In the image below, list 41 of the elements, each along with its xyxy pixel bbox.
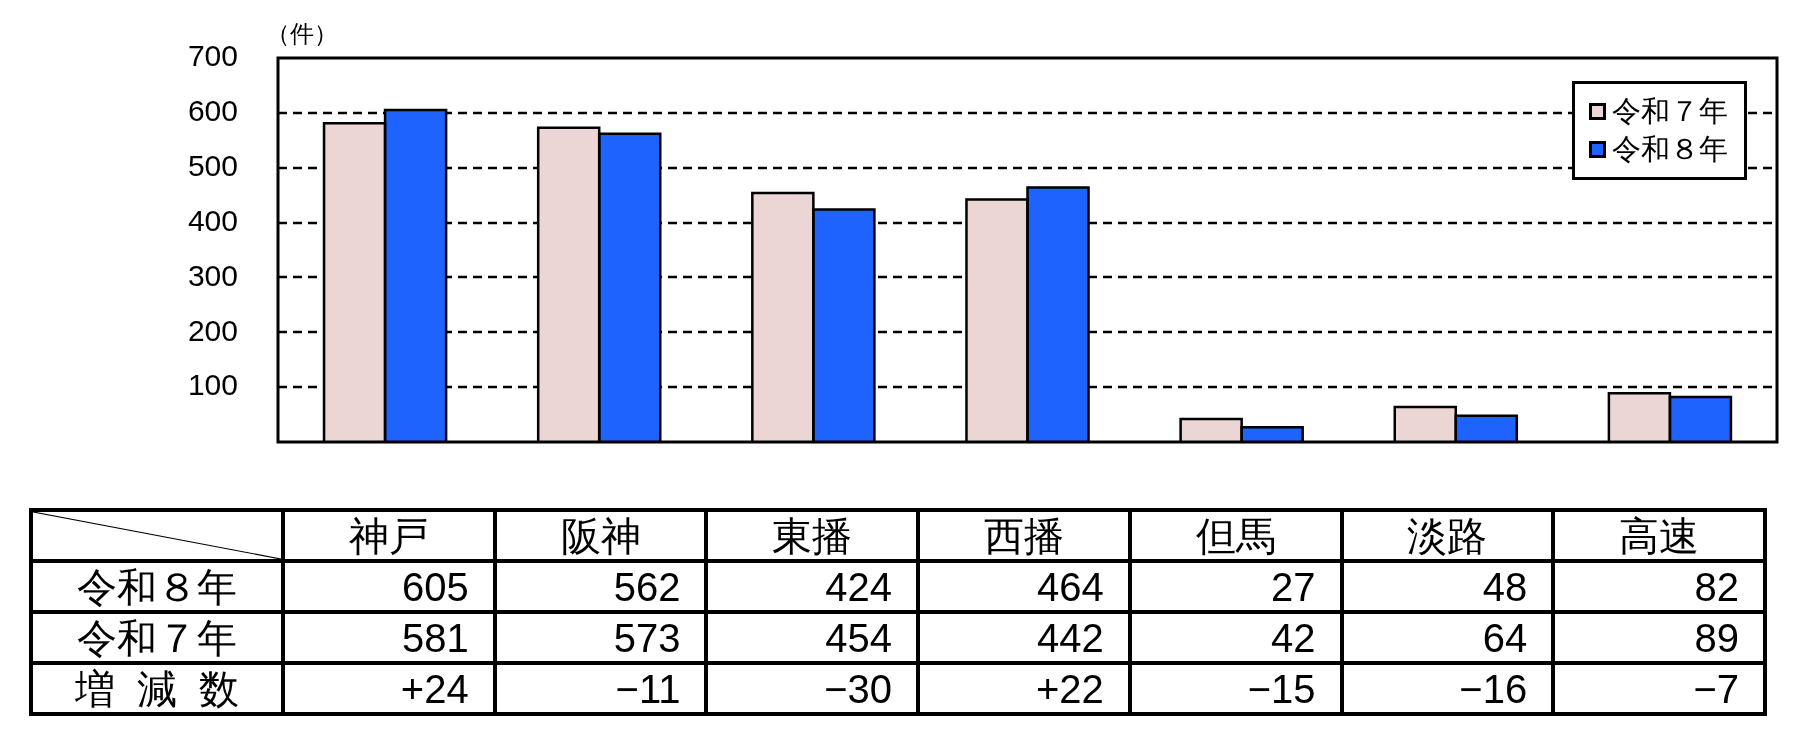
x-tick-label: 東播 [706, 510, 919, 561]
x-tick-label: 但馬 [1129, 510, 1342, 561]
data-label: 89 [1553, 612, 1765, 663]
y-tick-label: 100 [187, 368, 238, 402]
data-label: 442 [918, 612, 1130, 663]
x-tick-label: 阪神 [494, 510, 707, 561]
text: 令和８年 [77, 564, 237, 609]
text: 増減数 [31, 663, 283, 714]
text: −15 [1129, 663, 1342, 714]
y-tick-label: 600 [187, 94, 238, 128]
data-label: 27 [1129, 561, 1342, 612]
text: +24 [283, 663, 495, 714]
y-tick-label: 500 [187, 148, 238, 182]
data-label: 464 [918, 561, 1130, 612]
data-label: 42 [1129, 612, 1342, 663]
data-label: 424 [706, 561, 919, 612]
data-label: 82 [1553, 561, 1765, 612]
y-tick-label: 300 [187, 258, 238, 292]
y-tick-label: 200 [187, 313, 238, 347]
text: −30 [706, 663, 919, 714]
text: +22 [918, 663, 1130, 714]
text: −11 [494, 663, 707, 714]
legend-label: 令和７年 [1612, 95, 1728, 127]
y-tick-label: 700 [187, 39, 238, 73]
y-tick-label: 400 [187, 203, 238, 237]
data-label: 48 [1341, 561, 1554, 612]
x-tick-label: 神戸 [283, 510, 495, 561]
legend-label: 令和８年 [1612, 133, 1728, 165]
text: −16 [1341, 663, 1554, 714]
x-tick-label: 高速 [1553, 510, 1765, 561]
data-label: 64 [1341, 612, 1554, 663]
data-label: 581 [283, 612, 495, 663]
data-label: 454 [706, 612, 919, 663]
data-label: 573 [494, 612, 707, 663]
data-label: 562 [494, 561, 707, 612]
x-tick-label: 西播 [918, 510, 1130, 561]
text: 令和７年 [77, 615, 237, 660]
data-label: 605 [283, 561, 495, 612]
y-axis-title: （件） [266, 20, 338, 47]
text: −7 [1553, 663, 1765, 714]
x-tick-label: 淡路 [1341, 510, 1554, 561]
